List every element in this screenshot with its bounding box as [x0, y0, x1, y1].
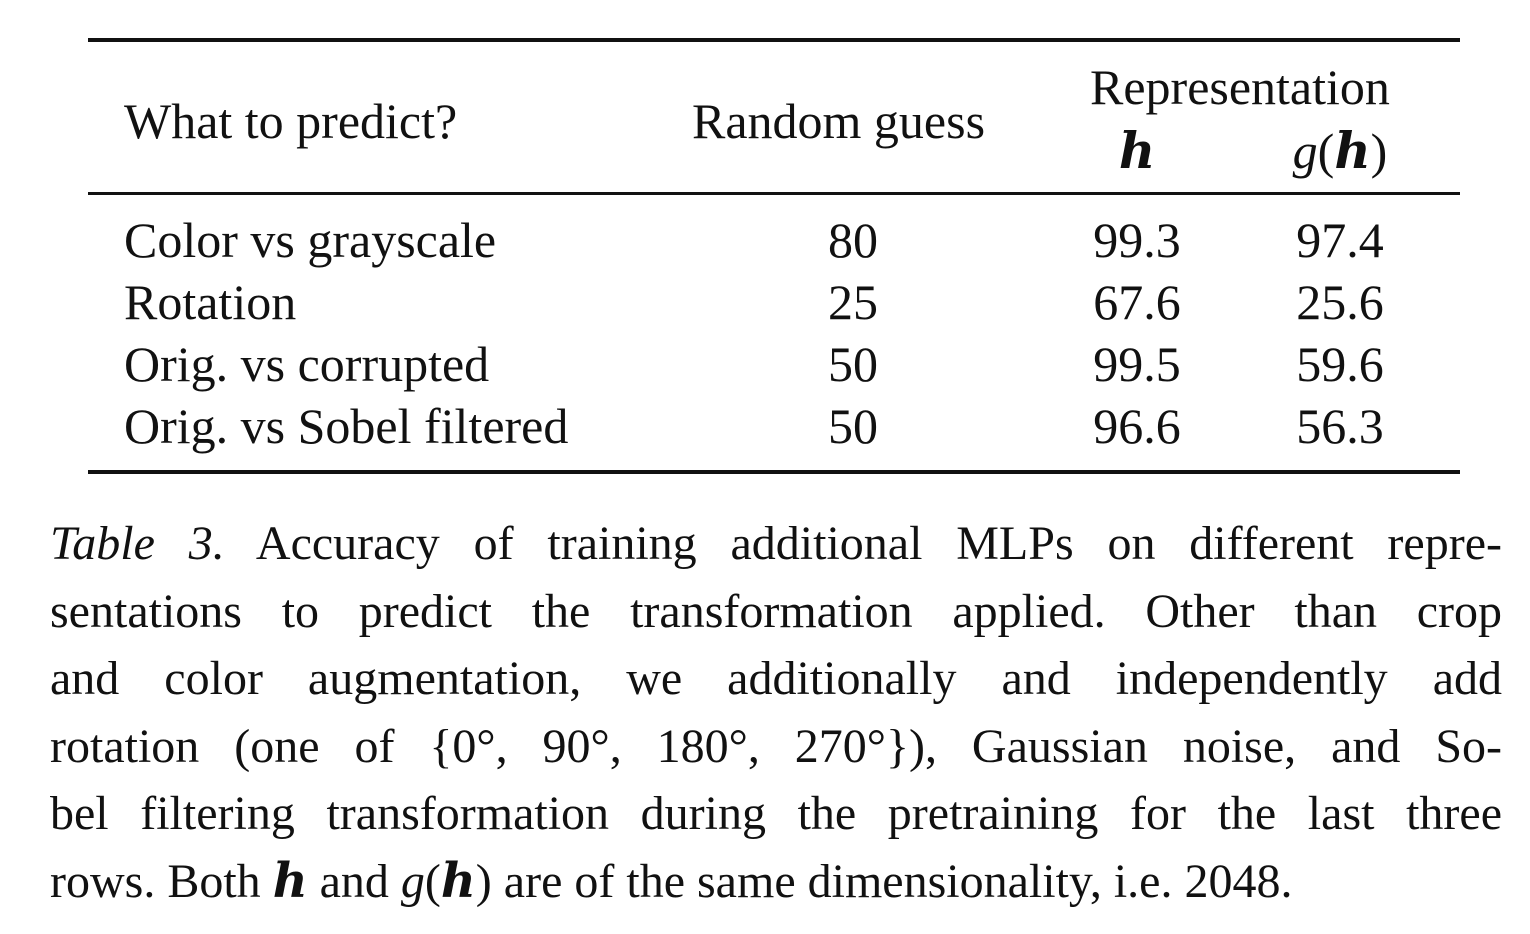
header-g-inner-h: h — [1334, 121, 1371, 180]
row-label: Orig. vs corrupted — [124, 336, 490, 392]
table-header-rule — [88, 192, 1460, 195]
header-h: h — [1118, 121, 1156, 180]
row-gh: 56.3 — [1296, 398, 1384, 454]
row-gh: 25.6 — [1296, 274, 1384, 330]
row-random: 50 — [828, 398, 878, 454]
row-random: 50 — [828, 336, 878, 392]
row-h: 96.6 — [1093, 398, 1181, 454]
caption-text: and — [307, 854, 401, 908]
row-random: 80 — [828, 212, 878, 268]
row-label: Color vs grayscale — [124, 212, 497, 268]
header-g-of-h: g(h) — [1292, 121, 1388, 180]
row-h: 99.5 — [1093, 336, 1181, 392]
header-representation: Representation — [1090, 59, 1390, 115]
table-top-rule — [88, 38, 1460, 42]
caption-h-symbol: h — [272, 852, 308, 909]
caption-line: bel filtering transformation during the … — [50, 787, 1502, 840]
row-random: 25 — [828, 274, 878, 330]
caption-g-inner-h: h — [440, 852, 476, 909]
table-bottom-rule — [88, 470, 1460, 474]
caption-line: Table 3. Accuracy of training additional… — [50, 510, 1502, 578]
row-gh: 59.6 — [1296, 336, 1384, 392]
row-h: 99.3 — [1093, 212, 1181, 268]
caption-line: and color augmentation, we additionally … — [50, 652, 1502, 705]
caption-text: are of the same dimensionality, i.e. 204… — [491, 854, 1293, 908]
row-label: Rotation — [124, 274, 297, 330]
caption-text: rows. Both — [50, 854, 273, 908]
caption-line: sentations to predict the transformation… — [50, 584, 1502, 638]
caption-line: rows. Both h and g(h) are of the same di… — [50, 852, 1293, 909]
caption-label: Table 3. — [50, 517, 225, 570]
header-random-guess: Random guess — [692, 93, 986, 149]
row-h: 67.6 — [1093, 274, 1181, 330]
header-what-to-predict: What to predict? — [124, 93, 458, 149]
row-label: Orig. vs Sobel filtered — [124, 398, 569, 454]
caption-line-text: Accuracy of training additional MLPs on … — [224, 517, 1502, 570]
header-g-symbol: g — [1292, 123, 1318, 179]
caption-line: rotation (one of {0°, 90°, 180°, 270°}),… — [50, 719, 1502, 773]
table-caption: Table 3. Accuracy of training additional… — [50, 510, 1502, 915]
row-gh: 97.4 — [1296, 212, 1384, 268]
caption-g-symbol: g — [400, 854, 425, 908]
